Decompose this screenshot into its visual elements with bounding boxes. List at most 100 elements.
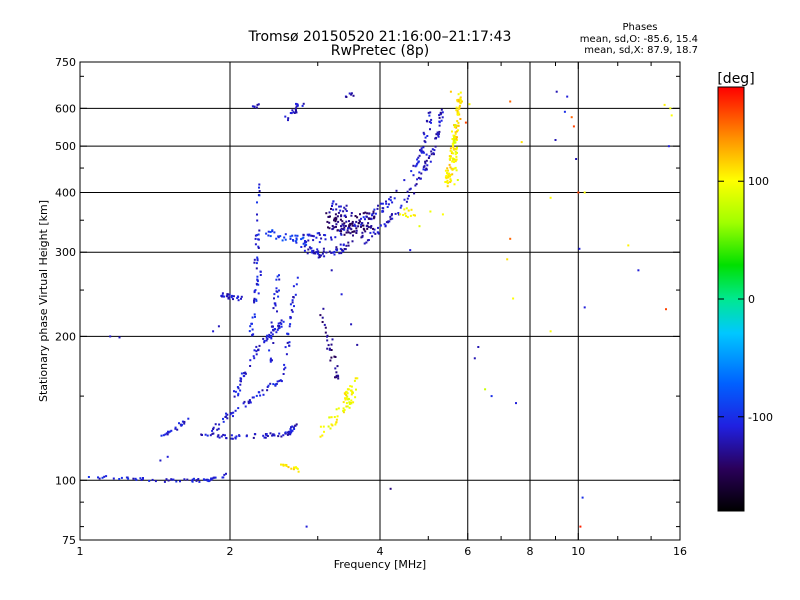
data-point (637, 269, 640, 272)
data-point (257, 245, 260, 248)
data-point (357, 222, 360, 225)
data-point (255, 353, 258, 356)
data-point (290, 426, 292, 429)
data-point (249, 359, 252, 362)
data-point (257, 247, 260, 249)
data-point (455, 139, 458, 141)
data-point (233, 390, 235, 393)
data-point (351, 222, 353, 225)
data-point (353, 230, 356, 233)
data-point (191, 480, 194, 483)
data-point (364, 230, 367, 233)
data-point (257, 238, 260, 241)
data-point (187, 417, 190, 420)
data-point (438, 116, 441, 119)
data-point (355, 227, 358, 230)
data-point (350, 92, 353, 95)
data-point (410, 208, 413, 211)
data-point (387, 203, 390, 206)
data-point (258, 391, 261, 394)
data-point (391, 213, 393, 216)
data-point (441, 116, 444, 119)
data-point (232, 295, 235, 298)
y-tick-label: 200 (55, 330, 76, 343)
data-point (231, 294, 233, 297)
data-point (412, 164, 415, 167)
data-point (473, 357, 476, 360)
data-point (456, 120, 459, 123)
data-point (283, 368, 286, 371)
data-point (454, 158, 457, 161)
data-point (370, 225, 373, 227)
data-point (231, 437, 234, 440)
data-point (347, 227, 349, 230)
data-point (126, 476, 129, 479)
data-point (383, 223, 386, 226)
data-point (367, 217, 370, 220)
data-point (237, 387, 240, 390)
data-point (272, 434, 275, 437)
data-point (247, 400, 250, 403)
x-axis: 1 2 4 6 8 10 16 (77, 62, 687, 558)
data-point (416, 162, 419, 165)
data-point (374, 232, 377, 235)
data-point (267, 230, 270, 233)
data-point (275, 331, 278, 334)
data-point (350, 402, 353, 405)
data-point (334, 356, 337, 358)
data-point (326, 220, 329, 223)
data-point (305, 243, 308, 246)
data-point (183, 422, 186, 425)
data-point (330, 349, 333, 351)
data-point (292, 111, 295, 114)
data-point (450, 150, 453, 153)
data-point (315, 236, 318, 239)
data-point (317, 256, 320, 259)
data-point (386, 206, 389, 208)
data-point (429, 111, 432, 114)
data-point (453, 161, 455, 163)
data-point (433, 149, 436, 152)
data-point (453, 183, 456, 186)
data-point (415, 183, 418, 186)
data-point (257, 233, 260, 236)
data-point (520, 141, 523, 144)
data-point (429, 128, 431, 131)
data-point (335, 408, 338, 411)
data-point (343, 226, 346, 229)
data-point (572, 125, 575, 128)
data-point (312, 235, 315, 238)
data-point (253, 297, 256, 300)
colorbar-ticks: 100 0 -100 (718, 175, 773, 424)
data-point (330, 251, 333, 254)
data-point (282, 373, 285, 375)
data-point (389, 487, 392, 490)
data-point (373, 208, 376, 211)
data-point (224, 416, 227, 418)
data-point (363, 242, 366, 245)
data-point (202, 478, 205, 481)
data-point (134, 477, 137, 480)
data-point (457, 113, 459, 116)
stats-heading: Phases (622, 22, 657, 33)
data-point (290, 467, 293, 470)
data-point (360, 225, 362, 228)
data-point (477, 346, 480, 348)
data-point (225, 412, 227, 415)
data-point (379, 224, 382, 227)
data-point (255, 350, 258, 353)
data-point (448, 155, 451, 158)
data-point (331, 202, 334, 205)
data-point (254, 237, 257, 240)
data-point (312, 239, 315, 242)
data-point (410, 170, 413, 173)
data-point (578, 247, 581, 250)
data-point (334, 423, 337, 426)
data-point (432, 152, 435, 155)
data-point (400, 204, 403, 207)
data-point (449, 157, 452, 160)
data-point (351, 224, 354, 227)
data-point (385, 221, 388, 224)
data-point (296, 276, 299, 279)
data-point (300, 238, 303, 241)
